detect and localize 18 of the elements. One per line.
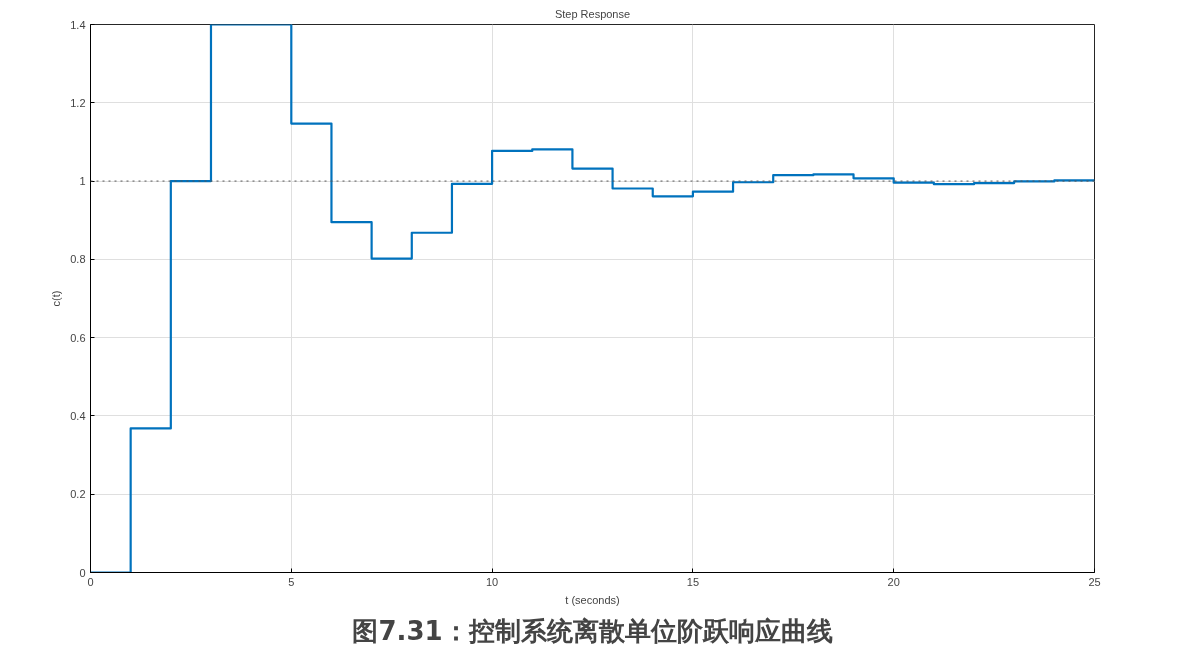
y-tick-label: 0 <box>79 566 86 579</box>
y-tick-label: 1 <box>79 175 86 188</box>
x-tick-label: 15 <box>686 575 700 588</box>
y-tick-label: 0.4 <box>70 409 86 422</box>
caption: 图7.31：控制系统离散单位阶跃响应曲线 <box>352 615 833 646</box>
x-axis-title: t (seconds) <box>565 593 620 606</box>
chart-title: Step Response <box>554 7 631 20</box>
x-tick-label: 10 <box>485 575 499 588</box>
x-tick-label: 25 <box>1088 575 1101 588</box>
y-tick-label: 1.2 <box>70 96 86 109</box>
y-tick-label: 0.2 <box>70 488 86 501</box>
y-axis-title: c(t) <box>50 290 63 307</box>
y-tick-label: 0.8 <box>70 253 86 266</box>
x-tick-label: 20 <box>887 575 900 588</box>
x-tick-label: 0 <box>87 575 94 588</box>
y-tick-label: 0.6 <box>70 331 86 344</box>
y-tick-label: 1.4 <box>70 18 86 31</box>
x-tick-label: 5 <box>288 575 295 588</box>
